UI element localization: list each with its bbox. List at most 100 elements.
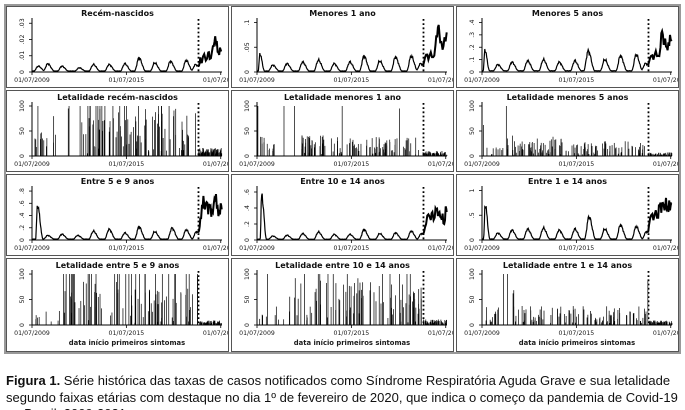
y-tick-label: 100 xyxy=(469,268,476,280)
x-tick-label: 01/07/2009 xyxy=(239,161,275,168)
x-tick-label: 01/07/2009 xyxy=(464,77,500,84)
panel-plot: 0 .2 .4 .6 .8 01/07/2009 01/07/2015 01/07/2021 xyxy=(14,186,228,252)
x-tick-label: 01/07/2009 xyxy=(14,330,50,337)
panel-recem-nascidos: Recém-nascidos 0.01.02.03 01/07/2009 01/07… xyxy=(6,6,229,88)
y-tick-label: 0 xyxy=(19,323,26,327)
x-tick-label: 01/07/2009 xyxy=(464,330,500,337)
y-tick-label: 50 xyxy=(19,296,26,304)
x-tick-label: 01/07/2021 xyxy=(653,245,678,252)
panel-plot: 0 50 100 01/07/2009 01/07/2015 01/07/2021 xyxy=(14,100,228,168)
x-tick-label: 01/07/2021 xyxy=(203,330,228,337)
case-rate-series xyxy=(32,205,199,240)
case-rate-series-post2020 xyxy=(197,36,223,68)
panel-plot: 0 50 100 01/07/2009 01/07/2015 01/07/2021 data… xyxy=(239,268,453,347)
y-tick-label: .8 xyxy=(19,188,26,194)
x-tick-label: 01/07/2009 xyxy=(14,161,50,168)
y-tick-label: 0 xyxy=(19,70,26,74)
x-tick-label: 01/07/2021 xyxy=(428,77,453,84)
x-axis-title: data início primeiros sintomas xyxy=(519,339,635,347)
x-tick-label: 01/07/2015 xyxy=(559,161,595,168)
figure-grid: Recém-nascidos 0.01.02.03 01/07/2009 01/07… xyxy=(4,4,681,354)
case-rate-series-post2020 xyxy=(197,193,223,234)
figure-caption-text: Série histórica das taxas de casos notif… xyxy=(6,373,678,410)
y-tick-label: 0 xyxy=(244,154,251,158)
x-axis-title: data início primeiros sintomas xyxy=(294,339,410,347)
lethality-spikes xyxy=(257,106,448,156)
panel-entre-5-e-9-anos: Entre 5 e 9 anos 0.2.4.6.8 01/07/2009 01/0… xyxy=(6,174,229,256)
x-tick-label: 01/07/2015 xyxy=(559,330,595,337)
y-tick-label: .1 xyxy=(469,57,476,63)
panel-menores-1-ano: Menores 1 ano 0.05.1 01/07/2009 01/07/2015… xyxy=(231,6,454,88)
x-axis-title: data início primeiros sintomas xyxy=(69,339,185,347)
panel-plot: 0 .01 .02 .03 01/07/2009 01/07/2015 01/07/2021 xyxy=(14,18,228,84)
x-tick-label: 01/07/2015 xyxy=(109,161,145,168)
y-tick-label: .2 xyxy=(244,221,251,227)
panel-plot: 0 50 100 01/07/2009 01/07/2015 01/07/2021 data… xyxy=(14,268,228,347)
panel-plot: 0 50 100 01/07/2009 01/07/2015 01/07/2021 data… xyxy=(464,268,678,347)
y-tick-label: 0 xyxy=(19,154,26,158)
lethality-spikes xyxy=(35,274,222,325)
y-tick-label: .2 xyxy=(469,44,476,50)
case-rate-series-post2020 xyxy=(647,197,673,233)
y-tick-label: 0 xyxy=(469,323,476,327)
y-tick-label: .05 xyxy=(244,42,251,52)
x-tick-label: 01/07/2009 xyxy=(239,77,275,84)
y-tick-label: 1 xyxy=(469,188,476,192)
x-tick-label: 01/07/2021 xyxy=(428,245,453,252)
y-tick-label: .6 xyxy=(19,200,26,206)
x-tick-label: 01/07/2021 xyxy=(428,330,453,337)
lethality-spikes xyxy=(259,274,447,325)
y-tick-label: .2 xyxy=(19,225,26,231)
y-tick-label: 0 xyxy=(19,238,26,242)
panel-letalidade-entre-1-e-14-anos: Letalidade entre 1 e 14 anos 0 50 100 01/07… xyxy=(456,258,679,352)
panel-letalidade-entre-5-e-9-anos: Letalidade entre 5 e 9 anos 0 50 100 01/07/… xyxy=(6,258,229,352)
x-tick-label: 01/07/2021 xyxy=(653,330,678,337)
x-tick-label: 01/07/2015 xyxy=(334,77,370,84)
case-rate-series-post2020 xyxy=(422,24,448,67)
y-tick-label: 0 xyxy=(469,154,476,158)
x-tick-label: 01/07/2021 xyxy=(653,77,678,84)
x-tick-label: 01/07/2009 xyxy=(14,77,50,84)
x-tick-label: 01/07/2021 xyxy=(203,245,228,252)
case-rate-series xyxy=(256,52,424,72)
x-tick-label: 01/07/2015 xyxy=(559,245,595,252)
x-tick-label: 01/07/2021 xyxy=(653,161,678,168)
x-tick-label: 01/07/2009 xyxy=(239,330,275,337)
x-tick-label: 01/07/2009 xyxy=(14,245,50,252)
y-tick-label: .03 xyxy=(19,18,26,28)
x-tick-label: 01/07/2015 xyxy=(109,245,145,252)
panel-plot: 0 50 100 01/07/2009 01/07/2015 01/07/2021 xyxy=(239,100,453,168)
y-tick-label: 0 xyxy=(244,323,251,327)
panel-letalidade-menores-1-ano: Letalidade menores 1 ano 0 50 100 01/07/200… xyxy=(231,90,454,172)
panel-plot: 0 .05 .1 01/07/2009 01/07/2015 01/07/2021 xyxy=(239,18,453,84)
lethality-spikes xyxy=(34,106,223,156)
y-tick-label: 50 xyxy=(19,127,26,135)
y-tick-label: 50 xyxy=(244,296,251,304)
y-tick-label: 100 xyxy=(244,100,251,112)
panel-plot: 0 .5 1 01/07/2009 01/07/2015 01/07/2021 xyxy=(464,186,678,252)
panel-menores-5-anos: Menores 5 anos 0.1.2.3.4 01/07/2009 01/07/… xyxy=(456,6,679,88)
y-tick-label: 50 xyxy=(469,296,476,304)
lethality-spikes xyxy=(485,274,673,325)
x-tick-label: 01/07/2021 xyxy=(203,161,228,168)
x-tick-label: 01/07/2009 xyxy=(239,245,275,252)
case-rate-series xyxy=(31,56,199,72)
x-tick-label: 01/07/2015 xyxy=(334,330,370,337)
figure-caption: Figura 1. Série histórica das taxas de c… xyxy=(6,373,679,410)
y-tick-label: 0 xyxy=(244,238,251,242)
panel-entre-10-e-14-anos: Entre 10 e 14 anos 0.2.4.6 01/07/2009 01/0… xyxy=(231,174,454,256)
panel-plot: 0 .2 .4 .6 01/07/2009 01/07/2015 01/07/2021 xyxy=(239,186,453,252)
case-rate-series-post2020 xyxy=(422,204,448,235)
x-tick-label: 01/07/2015 xyxy=(109,77,145,84)
y-tick-label: 50 xyxy=(469,127,476,135)
case-rate-series xyxy=(482,47,649,72)
panel-plot: 0 .1 .2 .3 .4 01/07/2009 01/07/2015 01/07/2021 xyxy=(464,18,678,84)
y-tick-label: .3 xyxy=(469,32,476,38)
y-tick-label: .1 xyxy=(244,19,251,25)
x-tick-label: 01/07/2015 xyxy=(559,77,595,84)
y-tick-label: .4 xyxy=(244,205,251,211)
y-tick-label: 50 xyxy=(244,127,251,135)
y-tick-label: .5 xyxy=(469,212,476,218)
x-tick-label: 01/07/2021 xyxy=(203,77,228,84)
